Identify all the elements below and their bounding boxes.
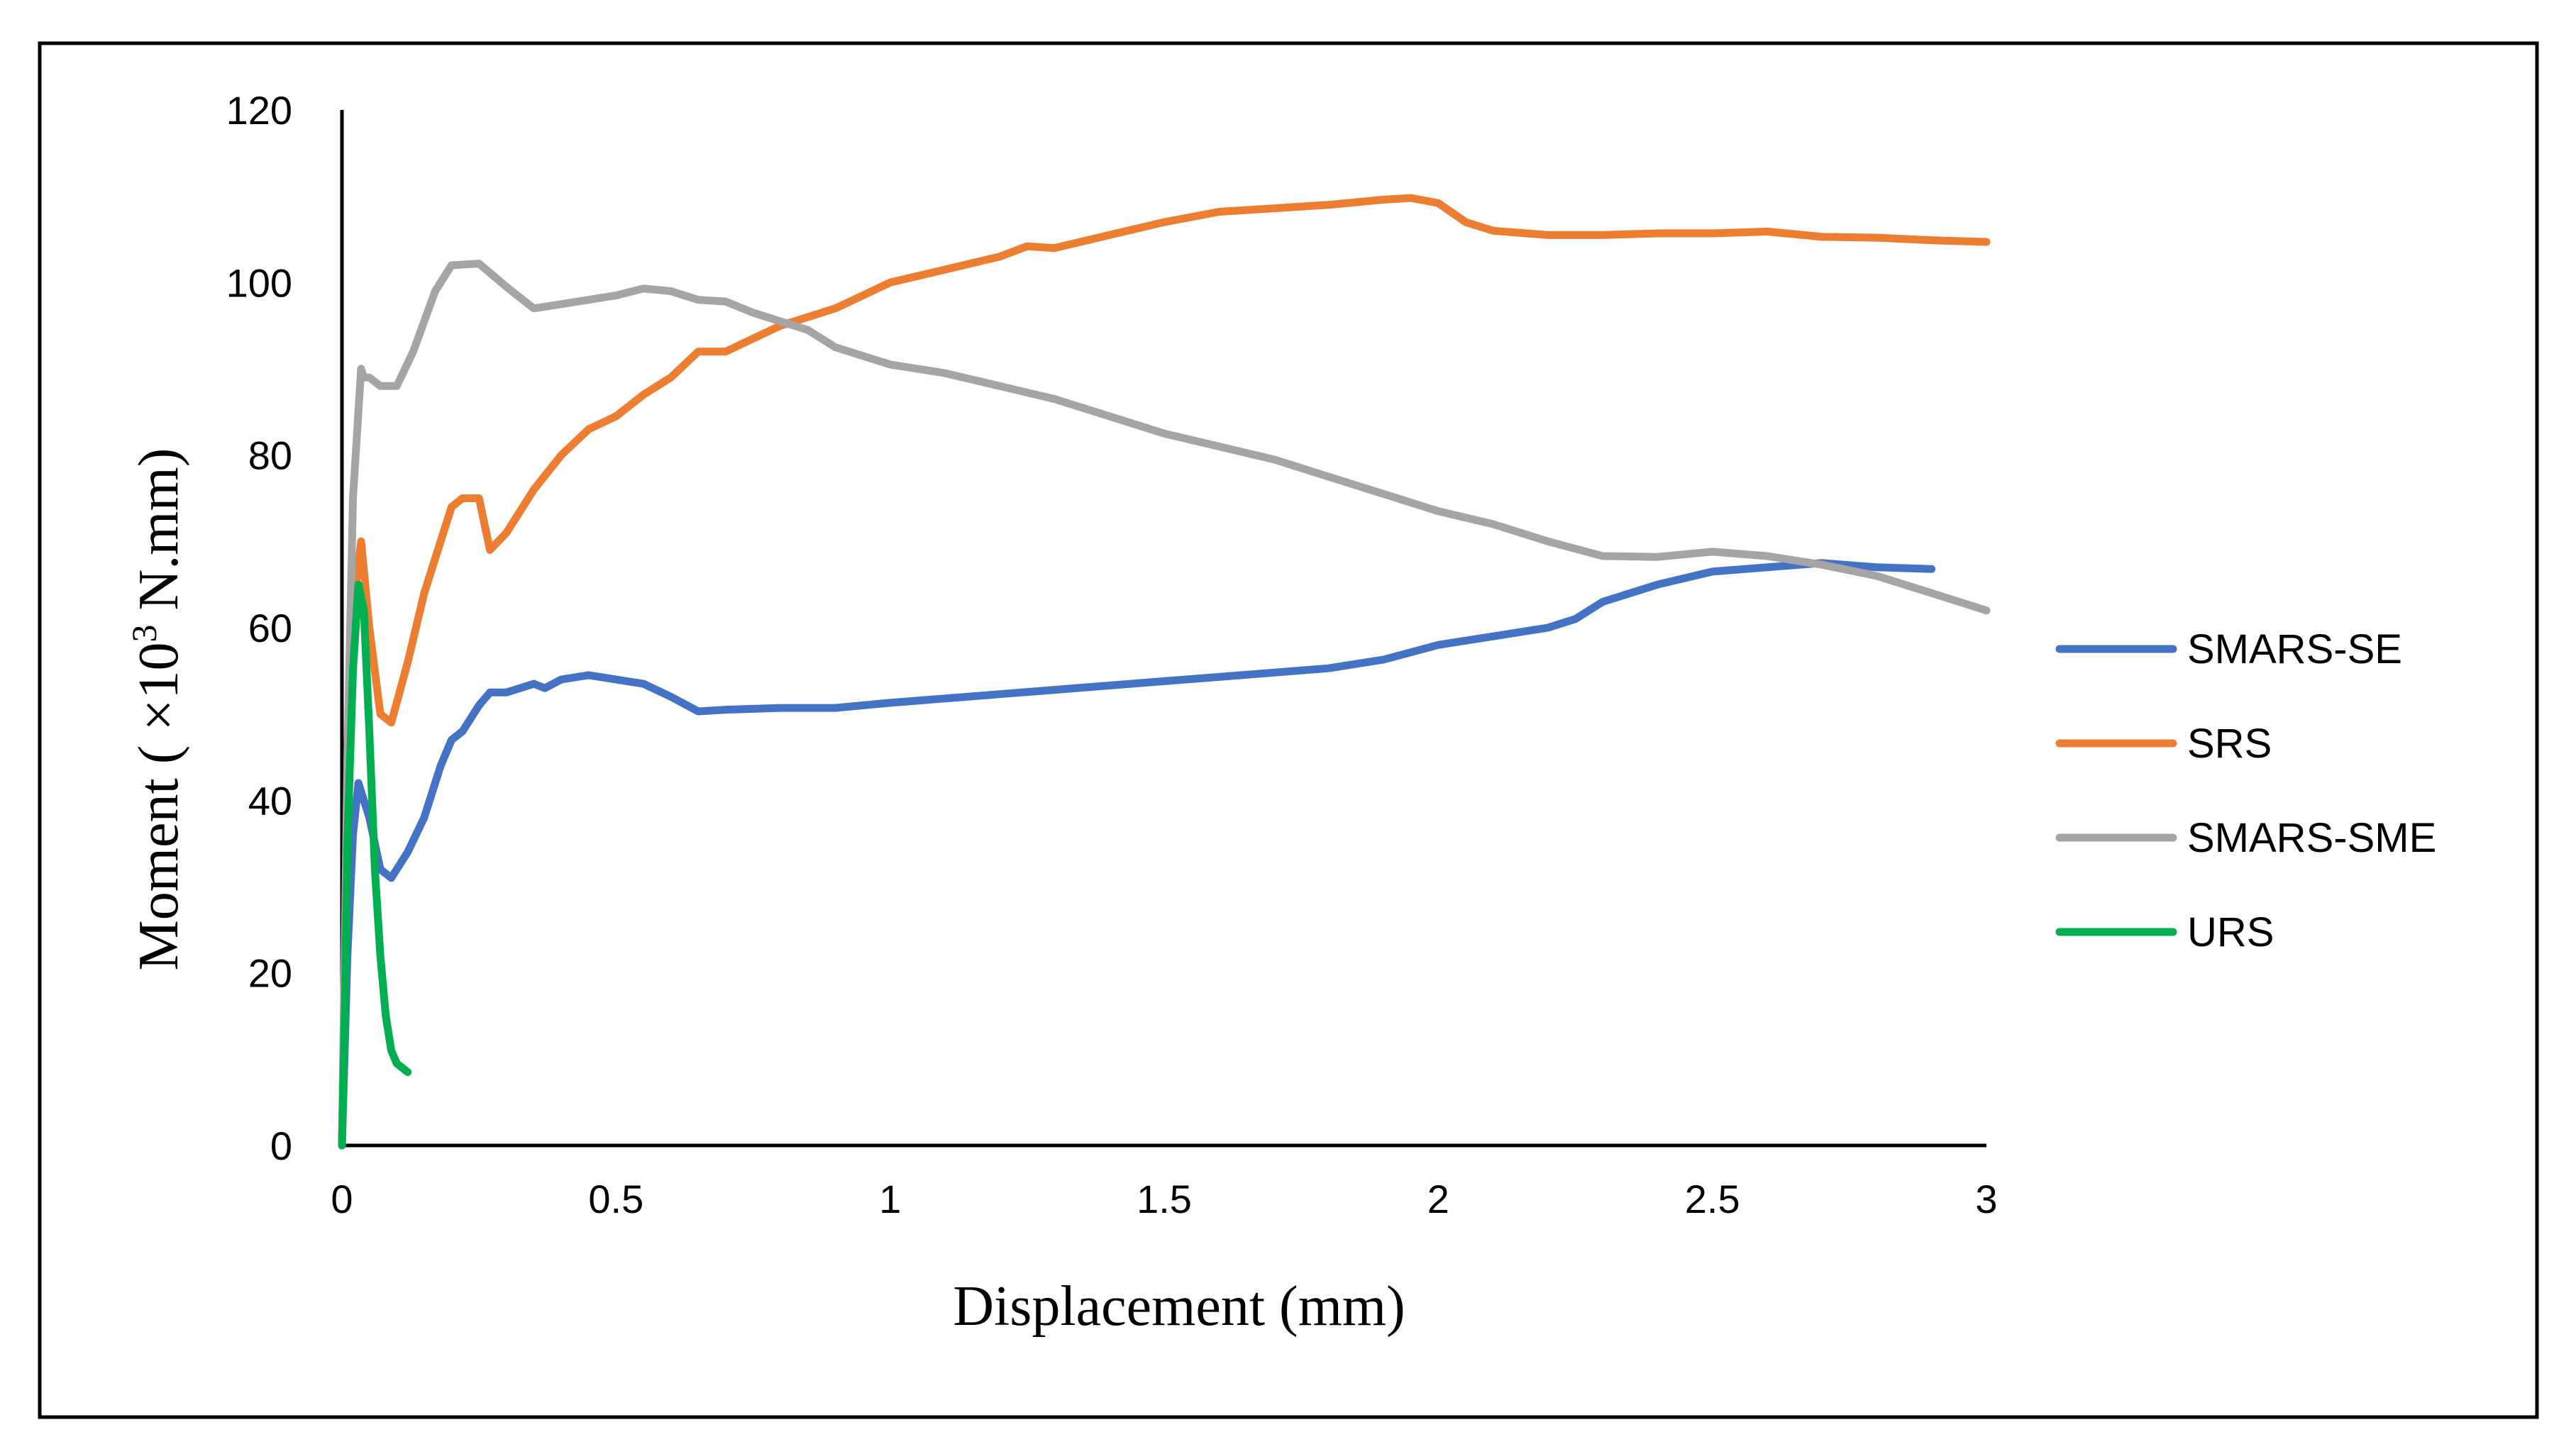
y-tick-label: 40 (248, 778, 292, 823)
x-tick-label: 0.5 (588, 1177, 643, 1221)
legend-label-smars-sme: SMARS-SME (2187, 815, 2436, 861)
x-tick-label: 1.5 (1137, 1177, 1192, 1221)
x-tick-label: 3 (1975, 1177, 1997, 1221)
series-line-urs (338, 580, 412, 1150)
x-tick-label: 2 (1427, 1177, 1449, 1221)
legend: SMARS-SE SRS SMARS-SME URS (2055, 626, 2436, 955)
x-tick-label: 2.5 (1685, 1177, 1740, 1221)
series-line-smars-sme (338, 260, 1991, 1150)
legend-label-srs: SRS (2187, 721, 2272, 767)
y-axis-title-main: Moment ( ×10 (128, 643, 190, 971)
y-tick-label: 100 (226, 260, 292, 305)
y-axis-title-sup: 3 (124, 625, 164, 643)
y-tick-label: 60 (248, 606, 292, 650)
y-tick-labels: 0 20 40 60 80 100 120 (226, 88, 292, 1168)
legend-label-urs: URS (2187, 909, 2274, 955)
figure-frame (38, 41, 2539, 1419)
y-tick-label: 120 (226, 88, 292, 133)
x-tick-label: 1 (879, 1177, 901, 1221)
x-tick-labels: 0 0.5 1 1.5 2 2.5 3 (331, 1177, 1997, 1221)
series-line-srs (338, 194, 1991, 1150)
y-tick-label: 80 (248, 433, 292, 478)
y-tick-label: 0 (270, 1123, 292, 1168)
x-tick-label: 0 (331, 1177, 353, 1221)
legend-label-smars-se: SMARS-SE (2187, 626, 2402, 672)
series-lines (338, 194, 1991, 1150)
y-tick-label: 20 (248, 951, 292, 996)
y-axis-title-unit: N.mm) (128, 448, 190, 625)
series-line-smars-se (338, 559, 1936, 1150)
y-axis-title: Moment ( ×103 N.mm) (124, 448, 190, 971)
x-axis-title: Displacement (mm) (953, 1275, 1405, 1338)
